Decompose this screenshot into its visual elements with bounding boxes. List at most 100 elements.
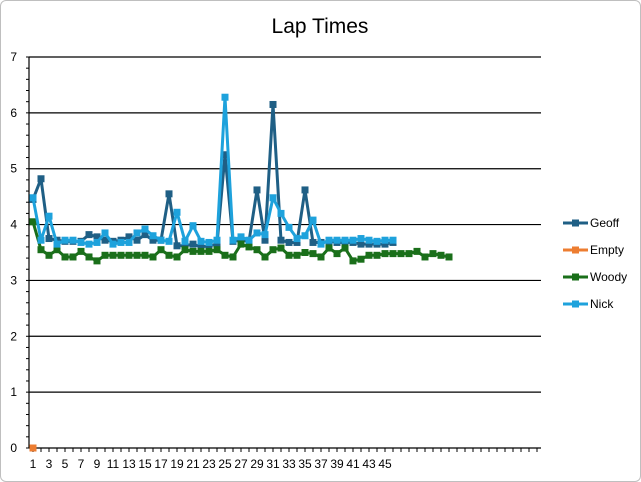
data-point-nick (53, 240, 61, 248)
data-point-woody (269, 246, 277, 254)
y-tick-labels: 0 1 2 3 4 5 6 7 (10, 50, 17, 455)
x-tick-label: 35 (298, 457, 312, 471)
data-point-geoff (93, 233, 101, 241)
x-tick-label: 5 (62, 457, 69, 471)
legend: Geoff Empty Woody Nick (563, 216, 627, 311)
legend-item-nick: Nick (563, 297, 614, 311)
data-point-nick (141, 225, 149, 233)
data-point-woody (325, 244, 333, 252)
data-point-nick (285, 223, 293, 231)
data-point-woody (317, 253, 325, 261)
data-point-nick (269, 194, 277, 202)
data-point-woody (61, 253, 69, 261)
data-point-woody (277, 244, 285, 252)
data-point-woody (181, 246, 189, 254)
data-point-nick (181, 237, 189, 245)
legend-marker-nick (572, 300, 579, 308)
data-point-geoff (189, 240, 197, 248)
data-point-nick (197, 237, 205, 245)
data-point-woody (197, 247, 205, 255)
data-point-woody (357, 255, 365, 263)
data-point-woody (365, 251, 373, 259)
x-tick-label: 39 (330, 457, 344, 471)
data-point-geoff (101, 236, 109, 244)
data-point-woody (309, 250, 317, 258)
data-point-woody (445, 253, 453, 261)
data-point-nick (301, 232, 309, 240)
data-point-nick (221, 93, 229, 101)
data-point-woody (29, 218, 37, 226)
data-point-nick (93, 238, 101, 246)
x-tick-label: 31 (266, 457, 280, 471)
data-point-nick (245, 236, 253, 244)
series-geoff (29, 100, 397, 251)
data-point-woody (389, 250, 397, 258)
data-point-woody (253, 246, 261, 254)
series-woody (29, 218, 453, 265)
data-point-nick (389, 236, 397, 244)
series-nick (29, 93, 397, 248)
data-point-woody (413, 247, 421, 255)
data-point-nick (365, 236, 373, 244)
legend-label-geoff: Geoff (590, 216, 620, 230)
data-point-nick (189, 222, 197, 230)
data-point-nick (165, 237, 173, 245)
legend-label-empty: Empty (590, 243, 624, 257)
data-point-nick (373, 237, 381, 245)
data-point-geoff (301, 186, 309, 194)
data-point-nick (117, 238, 125, 246)
data-point-geoff (213, 240, 221, 248)
data-point-woody (85, 253, 93, 261)
x-tick-label: 25 (218, 457, 232, 471)
data-point-nick (61, 236, 69, 244)
data-point-nick (205, 238, 213, 246)
data-point-geoff (269, 100, 277, 108)
data-point-woody (53, 246, 61, 254)
data-point-woody (237, 240, 245, 248)
data-point-nick (333, 236, 341, 244)
x-tick-label: 15 (138, 457, 152, 471)
data-point-woody (45, 251, 53, 259)
y-tick-label: 6 (10, 106, 17, 120)
data-point-nick (325, 236, 333, 244)
data-point-woody (245, 243, 253, 251)
data-point-woody (213, 246, 221, 254)
series-layer (29, 93, 453, 452)
legend-marker-woody (572, 273, 579, 281)
x-tick-label: 27 (234, 457, 248, 471)
x-tick-label: 33 (282, 457, 296, 471)
data-point-woody (117, 251, 125, 259)
data-point-woody (141, 251, 149, 259)
data-point-nick (157, 236, 165, 244)
data-point-nick (349, 236, 357, 244)
data-point-nick (133, 229, 141, 237)
data-point-geoff (309, 238, 317, 246)
legend-item-empty: Empty (563, 243, 624, 257)
data-point-woody (405, 250, 413, 258)
data-point-geoff (45, 235, 53, 243)
data-point-nick (381, 236, 389, 244)
data-point-woody (293, 251, 301, 259)
legend-label-nick: Nick (590, 297, 614, 311)
data-point-nick (253, 229, 261, 237)
data-point-nick (29, 194, 37, 202)
data-point-woody (125, 251, 133, 259)
series-line-geoff (31, 102, 394, 249)
data-point-woody (189, 247, 197, 255)
data-point-nick (229, 236, 237, 244)
y-tick-label: 3 (10, 273, 17, 287)
data-point-woody (261, 253, 269, 261)
x-tick-label: 13 (122, 457, 136, 471)
data-point-woody (437, 251, 445, 259)
data-point-geoff (37, 175, 45, 183)
x-tick-label: 23 (202, 457, 216, 471)
data-point-woody (221, 251, 229, 259)
data-point-woody (349, 257, 357, 265)
chart-title: Lap Times (272, 15, 369, 38)
data-point-geoff (133, 236, 141, 244)
data-point-geoff (221, 151, 229, 159)
data-point-nick (173, 208, 181, 216)
data-point-geoff (253, 186, 261, 194)
legend-label-woody: Woody (590, 270, 627, 284)
